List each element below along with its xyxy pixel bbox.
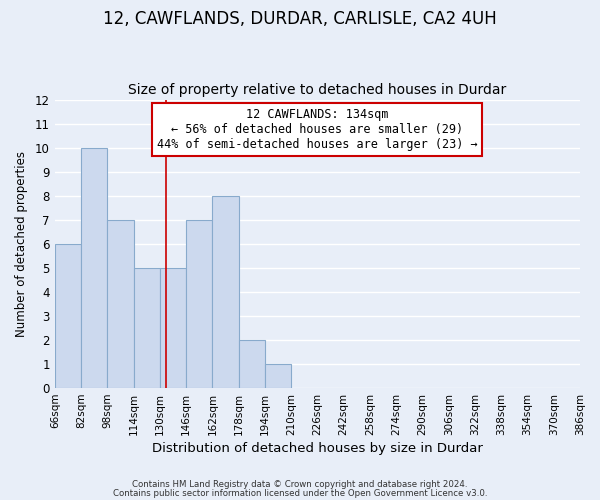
Bar (81, 148, 107, 388)
Bar (160, 268, 186, 388)
Bar (265, 364, 291, 388)
Bar (186, 220, 212, 388)
Text: 12 CAWFLANDS: 134sqm
← 56% of detached houses are smaller (29)
44% of semi-detac: 12 CAWFLANDS: 134sqm ← 56% of detached h… (157, 108, 478, 151)
Text: Contains HM Land Registry data © Crown copyright and database right 2024.: Contains HM Land Registry data © Crown c… (132, 480, 468, 489)
Text: Contains public sector information licensed under the Open Government Licence v3: Contains public sector information licen… (113, 488, 487, 498)
X-axis label: Distribution of detached houses by size in Durdar: Distribution of detached houses by size … (152, 442, 483, 455)
Bar (134, 268, 160, 388)
Bar (107, 220, 134, 388)
Y-axis label: Number of detached properties: Number of detached properties (15, 151, 28, 337)
Bar (55, 244, 81, 388)
Bar (239, 340, 265, 388)
Text: 12, CAWFLANDS, DURDAR, CARLISLE, CA2 4UH: 12, CAWFLANDS, DURDAR, CARLISLE, CA2 4UH (103, 10, 497, 28)
Bar (212, 196, 239, 388)
Title: Size of property relative to detached houses in Durdar: Size of property relative to detached ho… (128, 83, 506, 97)
